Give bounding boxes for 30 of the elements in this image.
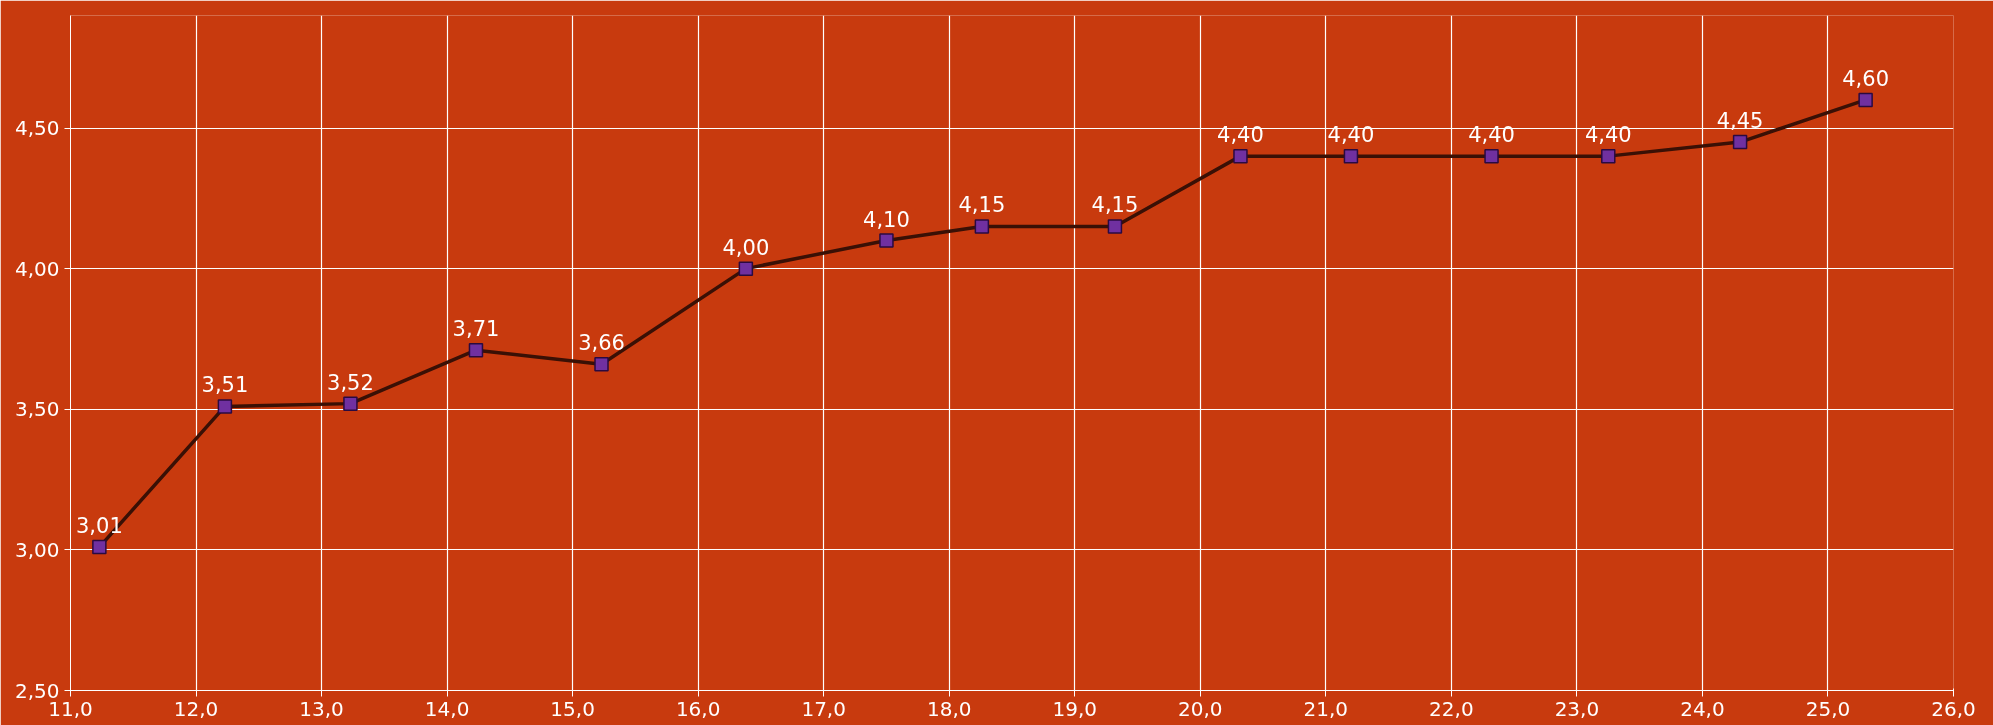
data-label: 3,52	[327, 370, 374, 395]
data-label: 4,15	[1091, 193, 1139, 218]
y-tick-label: 2,50	[14, 678, 60, 703]
x-tick-label: 20,0	[1178, 696, 1223, 721]
x-tick-label: 14,0	[424, 696, 470, 721]
y-tick-label: 3,50	[14, 397, 60, 422]
x-tick-label: 22,0	[1429, 696, 1474, 721]
y-tick-label: 4,50	[14, 116, 60, 140]
data-label: 3,71	[452, 317, 500, 342]
x-tick-label: 17,0	[801, 696, 846, 721]
x-tick-label: 13,0	[299, 696, 344, 721]
data-label: 4,60	[1842, 66, 1890, 91]
x-tick-label: 26,0	[1931, 696, 1976, 721]
x-tick-label: 12,0	[173, 696, 219, 721]
x-tick-label: 23,0	[1554, 696, 1600, 721]
data-label: 4,45	[1716, 109, 1764, 134]
data-label: 4,00	[722, 235, 770, 260]
x-tick-label: 16,0	[675, 696, 721, 721]
x-tick-label: 15,0	[550, 696, 595, 721]
x-tick-label: 19,0	[1052, 696, 1098, 721]
y-tick-label: 4,00	[14, 256, 60, 281]
x-tick-label: 25,0	[1805, 696, 1851, 721]
x-tick-label: 24,0	[1680, 696, 1725, 721]
y-tick-label: 3,00	[14, 537, 60, 562]
data-label: 3,66	[578, 331, 625, 356]
x-tick-label: 18,0	[926, 696, 972, 721]
data-label: 3,51	[201, 373, 249, 398]
data-label: 4,15	[958, 193, 1006, 218]
x-tick-label: 21,0	[1303, 696, 1349, 721]
data-label: 4,10	[863, 207, 910, 232]
